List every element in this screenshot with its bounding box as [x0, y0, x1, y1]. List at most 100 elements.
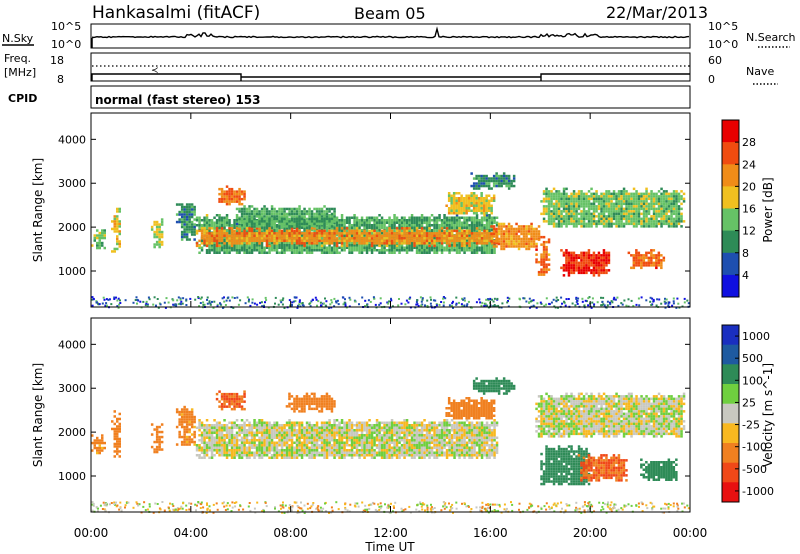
heatmap-cell: [645, 197, 648, 201]
heatmap-cell: [268, 249, 271, 252]
heatmap-cell: [418, 242, 421, 245]
heatmap-cell: [265, 237, 269, 240]
heatmap-cell: [495, 235, 498, 238]
heatmap-cell: [507, 187, 511, 190]
heatmap-cell: [600, 269, 603, 272]
heatmap-cell: [383, 226, 386, 229]
heatmap-cell: [410, 239, 414, 243]
heatmap-cell: [288, 237, 291, 240]
heatmap-cell: [672, 190, 676, 193]
heatmap-cell: [393, 216, 396, 219]
heatmap-cell: [672, 197, 676, 201]
heatmap-cell: [305, 251, 309, 254]
heatmap-cell: [160, 235, 164, 239]
heatmap-cell: [96, 439, 99, 442]
heatmap-cell: [243, 217, 246, 221]
heatmap-cell: [667, 202, 671, 206]
heatmap-cell: [580, 210, 583, 213]
heatmap-cell: [587, 256, 591, 260]
heatmap-cell: [368, 229, 371, 233]
heatmap-cell: [263, 215, 266, 218]
heatmap-cell: [621, 303, 624, 306]
heatmap-cell: [150, 228, 154, 231]
heatmap-cell: [460, 234, 464, 238]
heatmap-cell: [295, 222, 299, 226]
heatmap-cell: [283, 241, 286, 244]
heatmap-cell: [118, 242, 121, 246]
heatmap-cell: [265, 234, 269, 238]
heatmap-cell: [199, 302, 202, 304]
heatmap-cell: [433, 244, 436, 248]
heatmap-cell: [408, 244, 411, 247]
heatmap-cell: [215, 229, 219, 233]
heatmap-cell: [293, 237, 296, 240]
heatmap-cell: [448, 249, 451, 252]
heatmap-cell: [340, 229, 344, 232]
heatmap-cell: [374, 303, 377, 306]
heatmap-cell: [136, 302, 138, 305]
heatmap-cell: [662, 200, 666, 203]
heatmap-cell: [212, 306, 215, 309]
heatmap-cell: [529, 300, 532, 303]
heatmap-cell: [153, 230, 156, 234]
heatmap-cell: [617, 225, 621, 228]
heatmap-cell: [373, 219, 376, 222]
heatmap-cell: [665, 210, 668, 213]
heatmap-cell: [455, 239, 459, 243]
heatmap-cell: [353, 232, 356, 235]
heatmap-cell: [667, 222, 671, 226]
heatmap-cell: [230, 192, 234, 196]
heatmap-cell: [398, 246, 401, 249]
heatmap-cell: [176, 299, 179, 302]
heatmap-cell: [488, 251, 491, 254]
heatmap-cell: [425, 242, 429, 245]
heatmap-cell: [300, 251, 304, 254]
heatmap-cell: [545, 210, 548, 213]
heatmap-cell: [672, 195, 676, 198]
heatmap-cell: [470, 251, 474, 254]
heatmap-cell: [116, 452, 119, 456]
heatmap-cell: [483, 234, 486, 238]
heatmap-cell: [478, 298, 481, 301]
heatmap-cell: [625, 212, 628, 216]
heatmap-cell: [233, 244, 236, 247]
heatmap-cell: [206, 302, 209, 305]
heatmap-cell: [343, 244, 346, 247]
heatmap-cell: [380, 249, 384, 252]
heatmap-cell: [487, 177, 491, 180]
heatmap-cell: [116, 435, 119, 438]
colorbar-tick-label: 16: [742, 203, 756, 216]
heatmap-cell: [348, 296, 351, 299]
heatmap-cell: [400, 244, 404, 247]
heatmap-cell: [283, 307, 286, 309]
heatmap-cell: [410, 221, 414, 224]
heatmap-cell: [230, 244, 234, 248]
heatmap-cell: [303, 222, 306, 226]
heatmap-cell: [395, 249, 399, 252]
heatmap-cell: [475, 207, 478, 210]
heatmap-cell: [395, 227, 399, 230]
heatmap-cell: [253, 229, 256, 232]
heatmap-cell: [473, 224, 476, 227]
heatmap-cell: [582, 225, 586, 228]
heatmap-cell: [413, 221, 416, 224]
heatmap-cell: [278, 234, 281, 238]
heatmap-cell: [480, 249, 484, 252]
heatmap-cell: [237, 303, 240, 306]
heatmap-cell: [379, 302, 382, 305]
heatmap-cell: [313, 227, 316, 230]
heatmap-cell: [620, 302, 623, 305]
heatmap-cell: [273, 226, 276, 229]
heatmap-cell: [435, 251, 439, 254]
heatmap-cell: [398, 298, 400, 300]
heatmap-cell: [388, 237, 391, 240]
heatmap-cell: [180, 235, 184, 239]
heatmap-cell: [325, 229, 329, 232]
heatmap-cell: [660, 302, 663, 305]
heatmap-cell: [480, 194, 483, 197]
heatmap-cell: [617, 222, 621, 226]
heatmap-cell: [295, 229, 299, 233]
heatmap-cell: [590, 207, 593, 211]
heatmap-cell: [585, 259, 588, 262]
heatmap-cell: [672, 300, 675, 303]
